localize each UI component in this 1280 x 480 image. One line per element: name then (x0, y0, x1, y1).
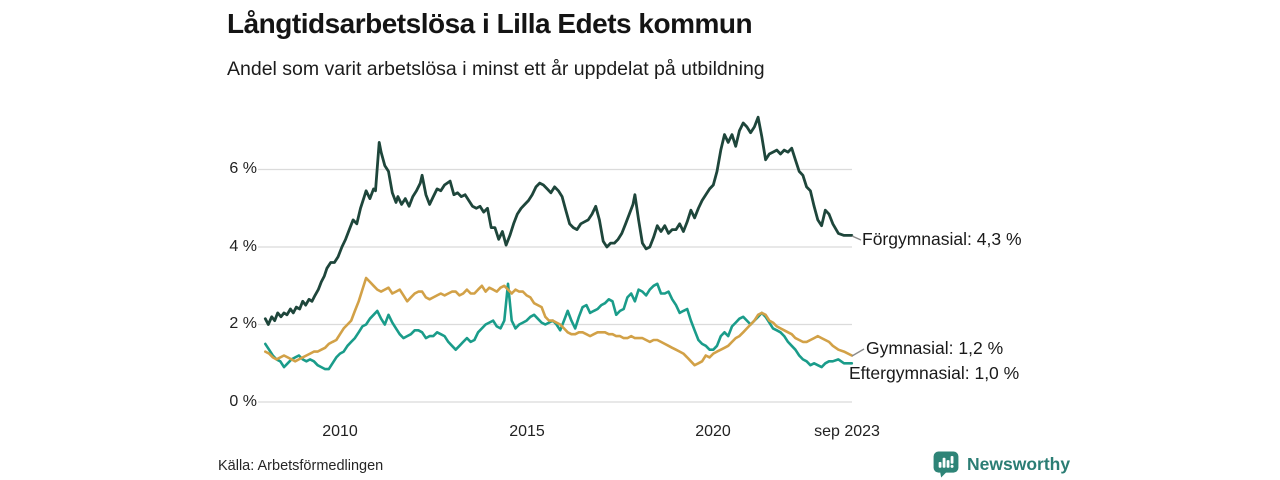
series-label-gymnasial: Gymnasial: 1,2 % (866, 338, 1004, 358)
y-tick-6: 6 % (229, 160, 257, 177)
brand-logo-lockup: Newsworthy (933, 451, 1070, 478)
brand-name: Newsworthy (967, 454, 1071, 474)
series-label-forgymnasial: Förgymnasial: 4,3 % (862, 229, 1022, 249)
label-connector (851, 348, 865, 357)
line-eftergymnasial (263, 282, 854, 371)
x-tick-2010: 2010 (322, 423, 358, 440)
source-credit: Källa: Arbetsförmedlingen (218, 458, 384, 474)
label-connector (851, 235, 862, 241)
x-tick-2015: 2015 (509, 423, 545, 440)
chart-subtitle: Andel som varit arbetslösa i minst ett å… (227, 58, 765, 80)
y-tick-4: 4 % (229, 238, 257, 255)
gridlines (258, 168, 852, 403)
x-tick-2020: 2020 (695, 423, 731, 440)
series-label-eftergymnasial: Eftergymnasial: 1,0 % (849, 363, 1020, 383)
newsworthy-logo-icon (933, 451, 959, 478)
line-forgymnasial (263, 115, 854, 326)
y-tick-2: 2 % (229, 315, 257, 332)
page-title: Långtidsarbetslösa i Lilla Edets kommun (227, 8, 753, 39)
line-gymnasial (263, 276, 854, 367)
x-tick-sep2023: sep 2023 (814, 423, 880, 440)
y-tick-0: 0 % (229, 393, 257, 410)
